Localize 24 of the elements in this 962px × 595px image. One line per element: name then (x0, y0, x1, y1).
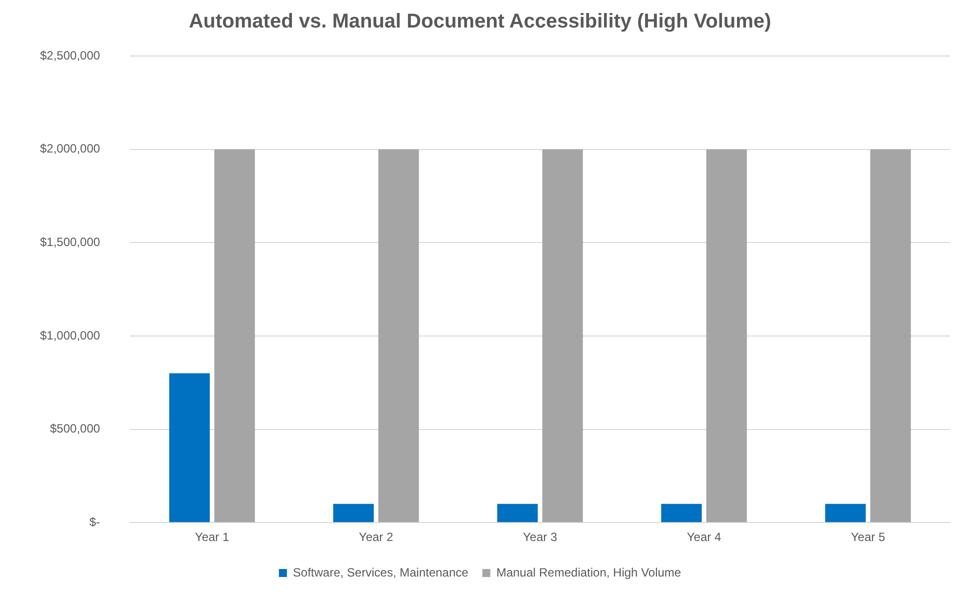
x-tick-label: Year 3 (522, 530, 558, 544)
y-tick-label: $500,000 (50, 422, 100, 436)
bar (169, 373, 210, 522)
y-tick-label: $1,000,000 (40, 328, 100, 342)
bar (870, 149, 911, 522)
bar (542, 149, 583, 522)
chart-title: Automated vs. Manual Document Accessibility (High Volume) (188, 10, 772, 33)
bar (378, 149, 419, 522)
y-tick-label: $- (89, 514, 100, 529)
bar (497, 504, 538, 522)
bar (661, 504, 702, 522)
x-tick-label: Year 2 (358, 530, 394, 544)
bar (333, 504, 374, 522)
legend-label: Manual Remediation, High Volume (496, 565, 682, 580)
x-tick-label: Year 5 (850, 530, 886, 544)
bar (825, 504, 866, 522)
x-tick-label: Year 1 (194, 530, 230, 544)
bar (706, 149, 747, 522)
y-tick-label: $2,000,000 (40, 142, 100, 156)
bar (214, 149, 255, 522)
x-tick-label: Year 4 (686, 530, 722, 544)
y-tick-label: $2,500,000 (40, 48, 100, 62)
y-tick-label: $1,500,000 (40, 234, 100, 249)
legend-label: Software, Services, Maintenance (292, 565, 469, 580)
